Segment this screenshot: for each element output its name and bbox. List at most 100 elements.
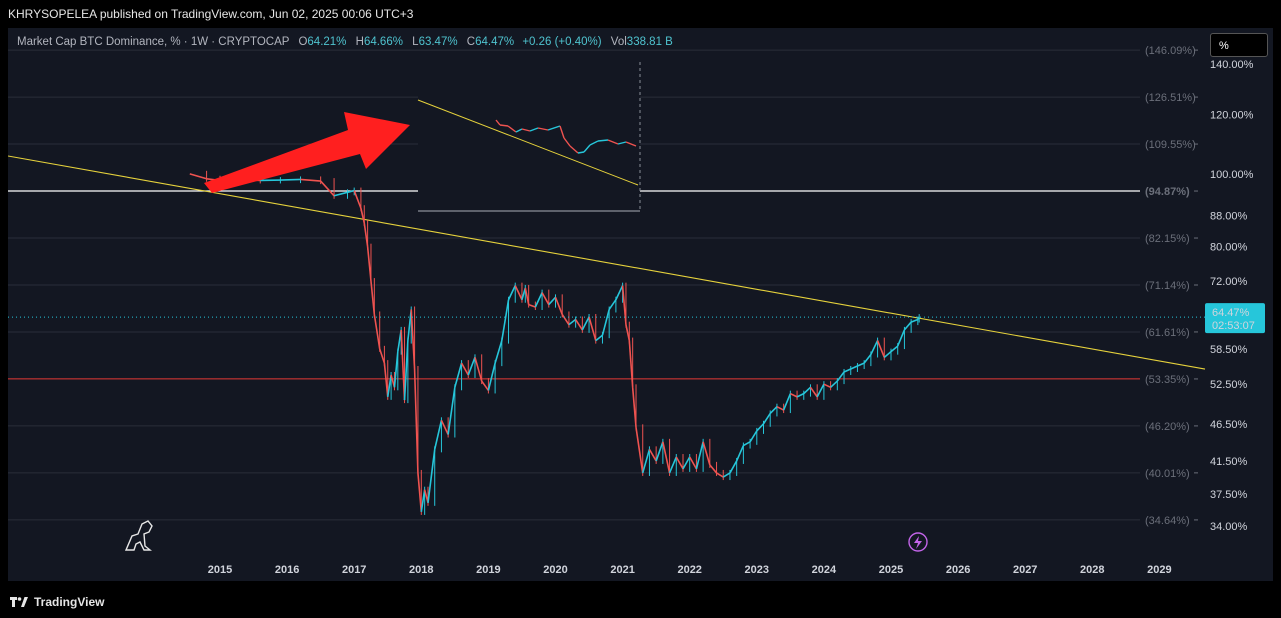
- price-segment-55: [581, 316, 590, 331]
- legend-open-label: O: [298, 36, 308, 48]
- x-tick-label-1: 2016: [275, 564, 299, 576]
- price-segment-92: [816, 383, 825, 398]
- price-segment-91: [809, 386, 818, 398]
- inset-price-segment-6: [529, 127, 539, 132]
- price-segment-26: [410, 309, 416, 370]
- price-segment-65: [635, 427, 644, 474]
- price-segment-8: [320, 180, 335, 197]
- inset-price-segment-10: [563, 137, 571, 147]
- x-tick-label-9: 2024: [812, 564, 837, 576]
- price-segment-32: [433, 420, 443, 450]
- price-segment-61: [621, 285, 627, 325]
- chart-panel[interactable]: (146.09%) (126.51%) (109.55%) (94.87%) (82.1…: [8, 28, 1273, 581]
- price-segment-106: [910, 318, 919, 323]
- price-segment-80: [735, 445, 745, 462]
- price-segment-97: [850, 365, 858, 370]
- price-segment-76: [709, 464, 718, 474]
- price-segment-10: [347, 189, 355, 194]
- log-level-label-6: (61.61%): [1145, 327, 1190, 339]
- tradingview-brand[interactable]: TradingView: [10, 595, 104, 609]
- price-segment-62: [625, 324, 631, 341]
- price-segment-57: [595, 334, 603, 342]
- inset-price-segment-15: [597, 139, 609, 142]
- price-segment-104: [896, 329, 906, 347]
- price-segment-58: [601, 309, 610, 336]
- price-segment-40: [487, 362, 496, 391]
- y-tick-label-10: 37.50%: [1210, 489, 1248, 501]
- price-segment-34: [447, 387, 456, 435]
- price-segment-1: [189, 173, 207, 180]
- inset-price-segment-5: [521, 128, 531, 132]
- legend-vol: 338.81 B: [626, 36, 673, 48]
- y-tick-label-11: 34.00%: [1210, 521, 1248, 533]
- price-segment-74: [695, 441, 704, 470]
- price-segment-102: [883, 351, 892, 358]
- price-segment-93: [823, 383, 831, 389]
- inset-price-segment-18: [625, 141, 637, 147]
- price-segment-71: [675, 456, 684, 470]
- chart-legend: Market Cap BTC Dominance, % · 1W · CRYPT…: [17, 36, 673, 48]
- price-segment-82: [749, 430, 758, 443]
- y-tick-label-0: 140.00%: [1210, 59, 1254, 71]
- chart-svg[interactable]: (146.09%) (126.51%) (109.55%) (94.87%) (82.1…: [8, 28, 1273, 581]
- price-segment-105: [903, 321, 912, 331]
- price-segment-75: [702, 441, 711, 466]
- inset-price-segment-14: [589, 140, 599, 146]
- price-segment-41: [494, 340, 503, 364]
- inset-price-segment-7: [537, 127, 549, 131]
- percent-scale-button[interactable]: %: [1210, 33, 1268, 57]
- x-tick-label-2: 2017: [342, 564, 366, 576]
- price-segment-51: [554, 297, 563, 315]
- x-tick-label-12: 2027: [1013, 564, 1037, 576]
- inset-price-segment-13: [583, 144, 591, 153]
- price-segment-31: [427, 449, 436, 503]
- legend-high-label: H: [355, 36, 364, 48]
- price-segment-79: [729, 460, 738, 474]
- price-segment-68: [655, 441, 664, 462]
- legend-vol-label: Vol: [610, 36, 627, 48]
- price-segment-78: [722, 472, 731, 478]
- price-segment-11: [353, 190, 362, 209]
- price-segment-48: [534, 292, 543, 308]
- price-segment-33: [440, 419, 449, 435]
- log-level-label-2: (109.55%): [1145, 139, 1196, 151]
- price-segment-88: [790, 392, 798, 398]
- y-tick-label-2: 100.00%: [1210, 169, 1254, 181]
- price-segment-72: [682, 456, 691, 470]
- price-segment-35: [454, 362, 463, 388]
- log-level-label-10: (34.64%): [1145, 515, 1190, 527]
- price-segment-87: [782, 393, 792, 411]
- log-level-label-0: (146.09%): [1145, 45, 1196, 57]
- legend-low-label: L: [412, 36, 419, 48]
- price-segment-25: [407, 309, 413, 341]
- price-segment-52: [561, 314, 570, 326]
- price-segment-94: [830, 380, 838, 388]
- price-segment-53: [568, 318, 577, 326]
- price-segment-7: [300, 178, 321, 182]
- x-tick-label-3: 2018: [409, 564, 433, 576]
- tradingview-logo-icon: [10, 597, 28, 607]
- current-price-value: 64.47%: [1212, 307, 1250, 319]
- price-segment-37: [467, 357, 476, 376]
- price-segment-101: [876, 340, 886, 358]
- log-level-label-5: (71.14%): [1145, 280, 1190, 292]
- price-segment-23: [400, 329, 406, 401]
- inset-price-segment-2: [499, 124, 509, 127]
- brand-name: TradingView: [34, 595, 105, 609]
- price-segment-16: [373, 314, 381, 349]
- price-segment-42: [501, 299, 510, 341]
- price-segment-96: [843, 368, 852, 373]
- legend-open: 64.21%: [307, 36, 347, 48]
- price-segment-24: [403, 340, 409, 401]
- price-segment-103: [890, 345, 899, 353]
- y-tick-label-9: 41.50%: [1210, 456, 1248, 468]
- y-tick-label-5: 72.00%: [1210, 276, 1248, 288]
- price-segment-69: [662, 441, 671, 474]
- x-tick-label-13: 2028: [1080, 564, 1104, 576]
- price-segment-12: [360, 208, 366, 224]
- price-segment-66: [641, 449, 651, 474]
- dinosaur-watermark-icon: [124, 520, 153, 551]
- y-tick-label-4: 80.00%: [1210, 242, 1248, 254]
- price-segment-99: [863, 353, 872, 364]
- inset-price-segment-12: [577, 151, 585, 154]
